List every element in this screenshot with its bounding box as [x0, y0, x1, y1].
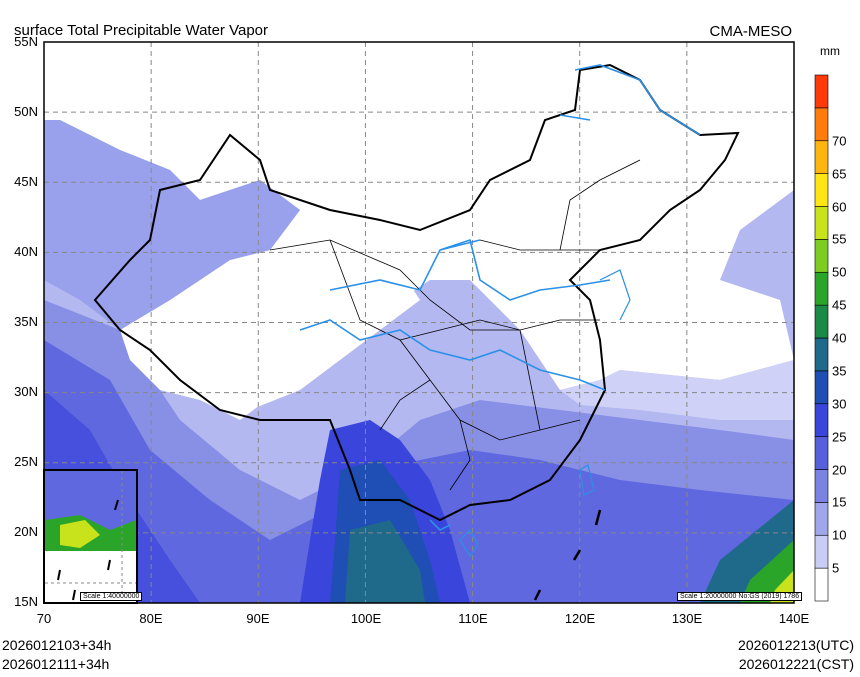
colorbar-label: 20: [832, 462, 847, 477]
colorbar-label: 35: [832, 363, 847, 379]
colorbar-swatch: [814, 502, 829, 536]
pwv-band-5mm-east: [560, 360, 794, 420]
colorbar-swatch: [814, 206, 829, 240]
colorbar-swatch: [814, 271, 829, 306]
y-tick-label: 45N: [14, 174, 38, 189]
x-tick-label: 80E: [139, 611, 163, 626]
colorbar-label: 45: [832, 297, 847, 313]
colorbar-label: 5: [832, 560, 840, 576]
footer-left: 2026012103+34h 2026012111+34h: [2, 636, 111, 674]
y-tick-label: 15N: [14, 594, 38, 609]
pwv-dry-tibet: [130, 250, 420, 410]
provincial-borders: [269, 159, 641, 491]
colorbar-label: 50: [832, 264, 847, 280]
model-label: CMA-MESO: [709, 23, 793, 40]
colorbar-swatch: [814, 239, 829, 273]
colorbar-label: 55: [832, 231, 847, 247]
rivers: [299, 64, 701, 531]
x-tick-label: 120E: [564, 611, 596, 626]
x-tick-label: 70: [36, 611, 52, 626]
colorbar-swatch: [814, 469, 829, 503]
colorbar-label: 15: [832, 494, 847, 510]
x-tick-label: 100E: [350, 611, 382, 626]
init-time-utc: 2026012103+34h: [2, 637, 112, 653]
china-border: [93, 63, 740, 522]
y-tick-label: 25N: [14, 454, 38, 469]
colorbar-label: 10: [832, 527, 847, 543]
y-tick-label: 40N: [14, 244, 38, 259]
y-tick-label: 55N: [14, 34, 38, 49]
x-tick-label: 130E: [671, 611, 703, 626]
colorbar: [814, 74, 829, 602]
colorbar-label: 70: [832, 133, 847, 149]
y-tick-label: 50N: [14, 104, 38, 119]
colorbar-label: 65: [832, 166, 847, 182]
map-scale: Scale 1:20000000 No:GS (2019) 1786: [677, 592, 803, 601]
colorbar-unit: mm: [820, 44, 840, 58]
map-frame: [43, 41, 795, 604]
colorbar-swatch: [814, 534, 829, 569]
colorbar-swatch: [814, 567, 829, 602]
colorbar-label: 25: [832, 429, 847, 445]
x-tick-label: 90E: [246, 611, 270, 626]
colorbar-swatch: [814, 370, 829, 405]
coastline: [459, 269, 631, 558]
dash-lines: [533, 509, 602, 601]
x-tick-label: 140E: [778, 611, 810, 626]
valid-time-utc: 2026012213(UTC): [738, 637, 854, 653]
y-tick-label: 20N: [14, 524, 38, 539]
colorbar-swatch: [814, 436, 829, 470]
colorbar-swatch: [814, 140, 829, 174]
inset-scale: Scale 1:40000000: [80, 592, 143, 601]
map-title: surface Total Precipitable Water Vapor: [14, 22, 269, 39]
colorbar-swatch: [814, 337, 829, 372]
colorbar-label: 60: [832, 199, 847, 214]
pwv-band-10mm-northwest: [44, 120, 300, 330]
init-time-cst: 2026012111+34h: [2, 656, 110, 672]
colorbar-swatch: [814, 403, 829, 437]
colorbar-label: 30: [832, 396, 847, 412]
colorbar-swatch: [814, 74, 829, 109]
colorbar-swatch: [814, 107, 829, 142]
footer-right: 2026012213(UTC) 2026012221(CST): [738, 636, 854, 674]
colorbar-swatch: [814, 304, 829, 339]
y-tick-label: 35N: [14, 314, 38, 329]
valid-time-cst: 2026012221(CST): [738, 656, 854, 672]
x-tick-label: 110E: [458, 611, 488, 626]
colorbar-label: 40: [832, 330, 847, 346]
y-tick-label: 30N: [14, 384, 38, 399]
colorbar-swatch: [814, 173, 829, 207]
